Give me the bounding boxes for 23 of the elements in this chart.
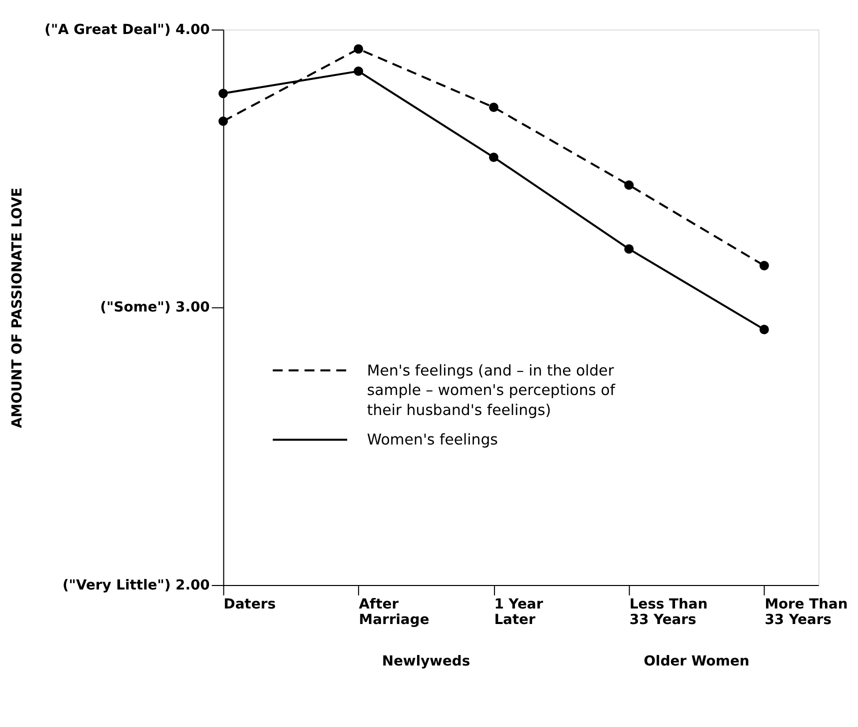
y-tick-label: ("Some") 3.00 — [100, 300, 210, 316]
point — [760, 324, 769, 334]
y-tick-label: ("Very Little") 2.00 — [62, 577, 210, 594]
point — [354, 44, 364, 54]
x-tick-label: 1 Year Later — [494, 596, 544, 628]
point — [488, 102, 498, 112]
x-tick-label: More Than 33 Years — [764, 596, 848, 628]
y-axis-title: AMOUNT OF PASSIONATE LOVE — [10, 187, 26, 428]
text: Newlyweds — [382, 653, 470, 670]
point — [354, 66, 364, 76]
y-tick-label: ("A Great Deal") 4.00 — [44, 22, 210, 38]
point — [624, 180, 634, 190]
point — [218, 88, 228, 98]
point — [218, 116, 228, 126]
point — [760, 260, 769, 270]
x-tick-label: Daters — [224, 596, 276, 612]
text: Older Women — [644, 653, 750, 670]
point — [624, 244, 634, 254]
x-tick-label: After Marriage — [358, 596, 430, 628]
x-tick-label: Less Than 33 Years — [629, 596, 708, 628]
legend-label: Men's feelings (and – in the older sample – women's perceptions of their husband's feelings) — [367, 361, 616, 419]
point — [488, 152, 498, 162]
legend-label: Women's feelings — [367, 430, 498, 449]
